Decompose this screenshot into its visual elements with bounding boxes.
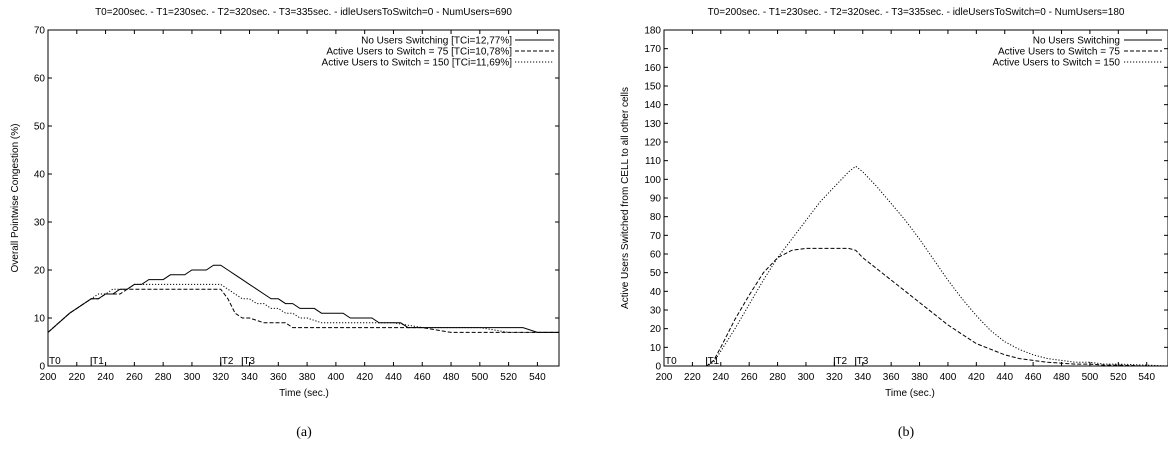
y-tick-label: 0 <box>39 362 45 373</box>
y-tick-label: 30 <box>650 306 662 317</box>
x-tick-label: 420 <box>968 372 985 383</box>
y-tick-label: 100 <box>644 175 661 186</box>
series-line-dashed <box>664 247 1168 367</box>
legend-entry: Active Users to Switch = 75 [TCi=10,78%] <box>326 47 512 58</box>
event-marker-label: T2 <box>222 356 234 367</box>
y-tick-label: 20 <box>650 324 662 335</box>
x-tick-label: 260 <box>741 372 758 383</box>
x-tick-label: 440 <box>385 372 402 383</box>
y-tick-label: 20 <box>34 266 46 277</box>
y-axis-label: Active Users Switched from CELL to all o… <box>620 87 631 309</box>
y-tick-label: 10 <box>34 314 46 325</box>
y-tick-label: 50 <box>34 122 46 133</box>
event-marker-label: T2 <box>835 356 847 367</box>
panel-a: T0=200sec. - T1=230sec. - T2=320sec. - T… <box>10 7 560 440</box>
x-tick-label: 340 <box>854 372 871 383</box>
x-tick-label: 520 <box>500 372 517 383</box>
y-tick-label: 150 <box>644 82 661 93</box>
x-tick-label: 520 <box>1110 372 1127 383</box>
x-tick-label: 420 <box>356 372 373 383</box>
y-tick-label: 60 <box>650 250 662 261</box>
panel-b: T0=200sec. - T1=230sec. - T2=320sec. - T… <box>620 7 1168 440</box>
x-tick-label: 460 <box>414 372 431 383</box>
x-tick-label: 360 <box>883 372 900 383</box>
y-tick-label: 60 <box>34 74 46 85</box>
y-tick-label: 90 <box>650 194 662 205</box>
x-tick-label: 280 <box>155 372 172 383</box>
panel-caption: (b) <box>898 425 915 440</box>
x-tick-label: 540 <box>1138 372 1155 383</box>
y-tick-label: 40 <box>650 287 662 298</box>
x-tick-label: 380 <box>911 372 928 383</box>
y-tick-label: 120 <box>644 138 661 149</box>
chart-title: T0=200sec. - T1=230sec. - T2=320sec. - T… <box>95 7 512 18</box>
y-tick-label: 70 <box>650 231 662 242</box>
y-tick-label: 170 <box>644 44 661 55</box>
y-tick-label: 130 <box>644 119 661 130</box>
y-tick-label: 70 <box>34 26 46 37</box>
event-marker-label: T1 <box>92 356 104 367</box>
y-tick-label: 10 <box>650 343 662 354</box>
y-axis-label: Overall Pointwise Congestion (%) <box>10 124 21 273</box>
x-tick-label: 500 <box>1082 372 1099 383</box>
x-tick-label: 320 <box>826 372 843 383</box>
x-tick-label: 400 <box>940 372 957 383</box>
x-tick-label: 400 <box>328 372 345 383</box>
y-tick-label: 40 <box>34 170 46 181</box>
legend-entry: No Users Switching [TCi=12,77%] <box>361 36 512 47</box>
y-tick-label: 140 <box>644 100 661 111</box>
legend-entry: Active Users to Switch = 75 <box>998 47 1120 58</box>
x-tick-label: 260 <box>126 372 143 383</box>
legend-entry: Active Users to Switch = 150 <box>992 58 1120 69</box>
x-tick-label: 280 <box>769 372 786 383</box>
x-tick-label: 480 <box>443 372 460 383</box>
legend-entry: No Users Switching <box>1033 36 1120 47</box>
x-tick-label: 220 <box>684 372 701 383</box>
y-tick-label: 80 <box>650 212 662 223</box>
x-tick-label: 220 <box>68 372 85 383</box>
series-line-solid <box>47 264 559 333</box>
x-tick-label: 460 <box>1025 372 1042 383</box>
y-tick-label: 30 <box>34 218 46 229</box>
y-tick-label: 50 <box>650 268 662 279</box>
plot-frame <box>47 29 560 367</box>
x-tick-label: 360 <box>270 372 287 383</box>
x-tick-label: 200 <box>40 372 57 383</box>
x-tick-label: 380 <box>299 372 316 383</box>
x-tick-label: 500 <box>471 372 488 383</box>
x-tick-label: 340 <box>241 372 258 383</box>
event-marker-label: T0 <box>49 356 61 367</box>
x-tick-label: 200 <box>656 372 673 383</box>
x-axis-label: Time (sec.) <box>279 388 329 399</box>
panel-caption: (a) <box>296 425 312 440</box>
event-marker-label: T3 <box>243 356 255 367</box>
x-tick-label: 320 <box>212 372 229 383</box>
event-marker-label: T0 <box>665 356 677 367</box>
plot-frame <box>663 29 1168 367</box>
y-tick-label: 110 <box>645 156 661 167</box>
event-marker-label: T3 <box>857 356 869 367</box>
y-tick-label: 180 <box>644 26 661 37</box>
series-line-dashed <box>47 288 559 333</box>
x-tick-label: 540 <box>529 372 546 383</box>
x-tick-label: 300 <box>798 372 815 383</box>
y-tick-label: 160 <box>644 63 661 74</box>
legend-entry: Active Users to Switch = 150 [TCi=11,69%… <box>322 58 513 69</box>
x-tick-label: 240 <box>712 372 729 383</box>
y-tick-label: 0 <box>655 362 661 373</box>
chart-title: T0=200sec. - T1=230sec. - T2=320sec. - T… <box>708 7 1125 18</box>
x-tick-label: 300 <box>184 372 201 383</box>
x-tick-label: 240 <box>97 372 114 383</box>
x-axis-label: Time (sec.) <box>885 388 935 399</box>
x-tick-label: 480 <box>1053 372 1070 383</box>
series-line-dotted <box>664 165 1168 367</box>
x-tick-label: 440 <box>996 372 1013 383</box>
